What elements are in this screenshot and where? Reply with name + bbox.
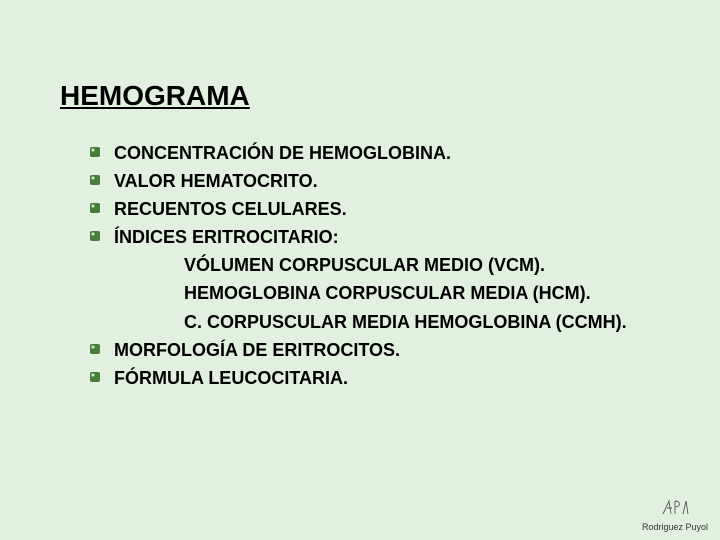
list-item: RECUENTOS CELULARES. xyxy=(90,196,660,222)
list-item-text: CONCENTRACIÓN DE HEMOGLOBINA. xyxy=(114,140,451,166)
sub-list-item: C. CORPUSCULAR MEDIA HEMOGLOBINA (CCMH). xyxy=(184,309,660,335)
list-item: CONCENTRACIÓN DE HEMOGLOBINA. xyxy=(90,140,660,166)
bullet-icon xyxy=(90,203,100,213)
bullet-icon xyxy=(90,147,100,157)
sub-list-item: VÓLUMEN CORPUSCULAR MEDIO (VCM). xyxy=(184,252,660,278)
list-item: ÍNDICES ERITROCITARIO: xyxy=(90,224,660,250)
bullet-list: CONCENTRACIÓN DE HEMOGLOBINA. VALOR HEMA… xyxy=(60,140,660,391)
list-item-text: VALOR HEMATOCRITO. xyxy=(114,168,318,194)
sub-list-item: HEMOGLOBINA CORPUSCULAR MEDIA (HCM). xyxy=(184,280,660,306)
list-item-text: FÓRMULA LEUCOCITARIA. xyxy=(114,365,348,391)
slide-content: HEMOGRAMA CONCENTRACIÓN DE HEMOGLOBINA. … xyxy=(0,0,720,391)
list-item: MORFOLOGÍA DE ERITROCITOS. xyxy=(90,337,660,363)
bullet-icon xyxy=(90,175,100,185)
list-item-text: MORFOLOGÍA DE ERITROCITOS. xyxy=(114,337,400,363)
list-item: VALOR HEMATOCRITO. xyxy=(90,168,660,194)
bullet-icon xyxy=(90,231,100,241)
list-item-text: RECUENTOS CELULARES. xyxy=(114,196,347,222)
slide-title: HEMOGRAMA xyxy=(60,80,660,112)
bullet-icon xyxy=(90,372,100,382)
footer: Rodriguez Puyol xyxy=(642,498,708,532)
sub-list: VÓLUMEN CORPUSCULAR MEDIO (VCM).HEMOGLOB… xyxy=(90,252,660,334)
bullet-icon xyxy=(90,344,100,354)
list-item-text: ÍNDICES ERITROCITARIO: xyxy=(114,224,339,250)
footer-author: Rodriguez Puyol xyxy=(642,522,708,532)
list-item: FÓRMULA LEUCOCITARIA. xyxy=(90,365,660,391)
signature-icon xyxy=(642,498,708,521)
